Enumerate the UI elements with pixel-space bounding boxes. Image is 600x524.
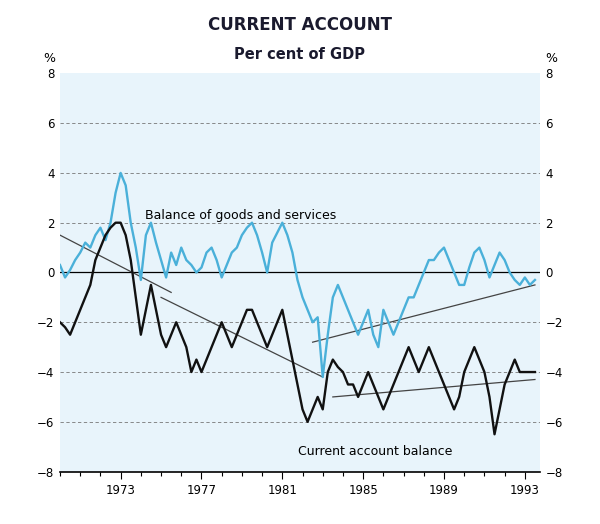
Text: CURRENT ACCOUNT: CURRENT ACCOUNT (208, 16, 392, 34)
Text: Per cent of GDP: Per cent of GDP (235, 47, 365, 62)
Text: Current account balance: Current account balance (298, 445, 453, 458)
Text: %: % (545, 52, 557, 66)
Text: %: % (43, 52, 55, 66)
Text: Balance of goods and services: Balance of goods and services (145, 209, 336, 222)
